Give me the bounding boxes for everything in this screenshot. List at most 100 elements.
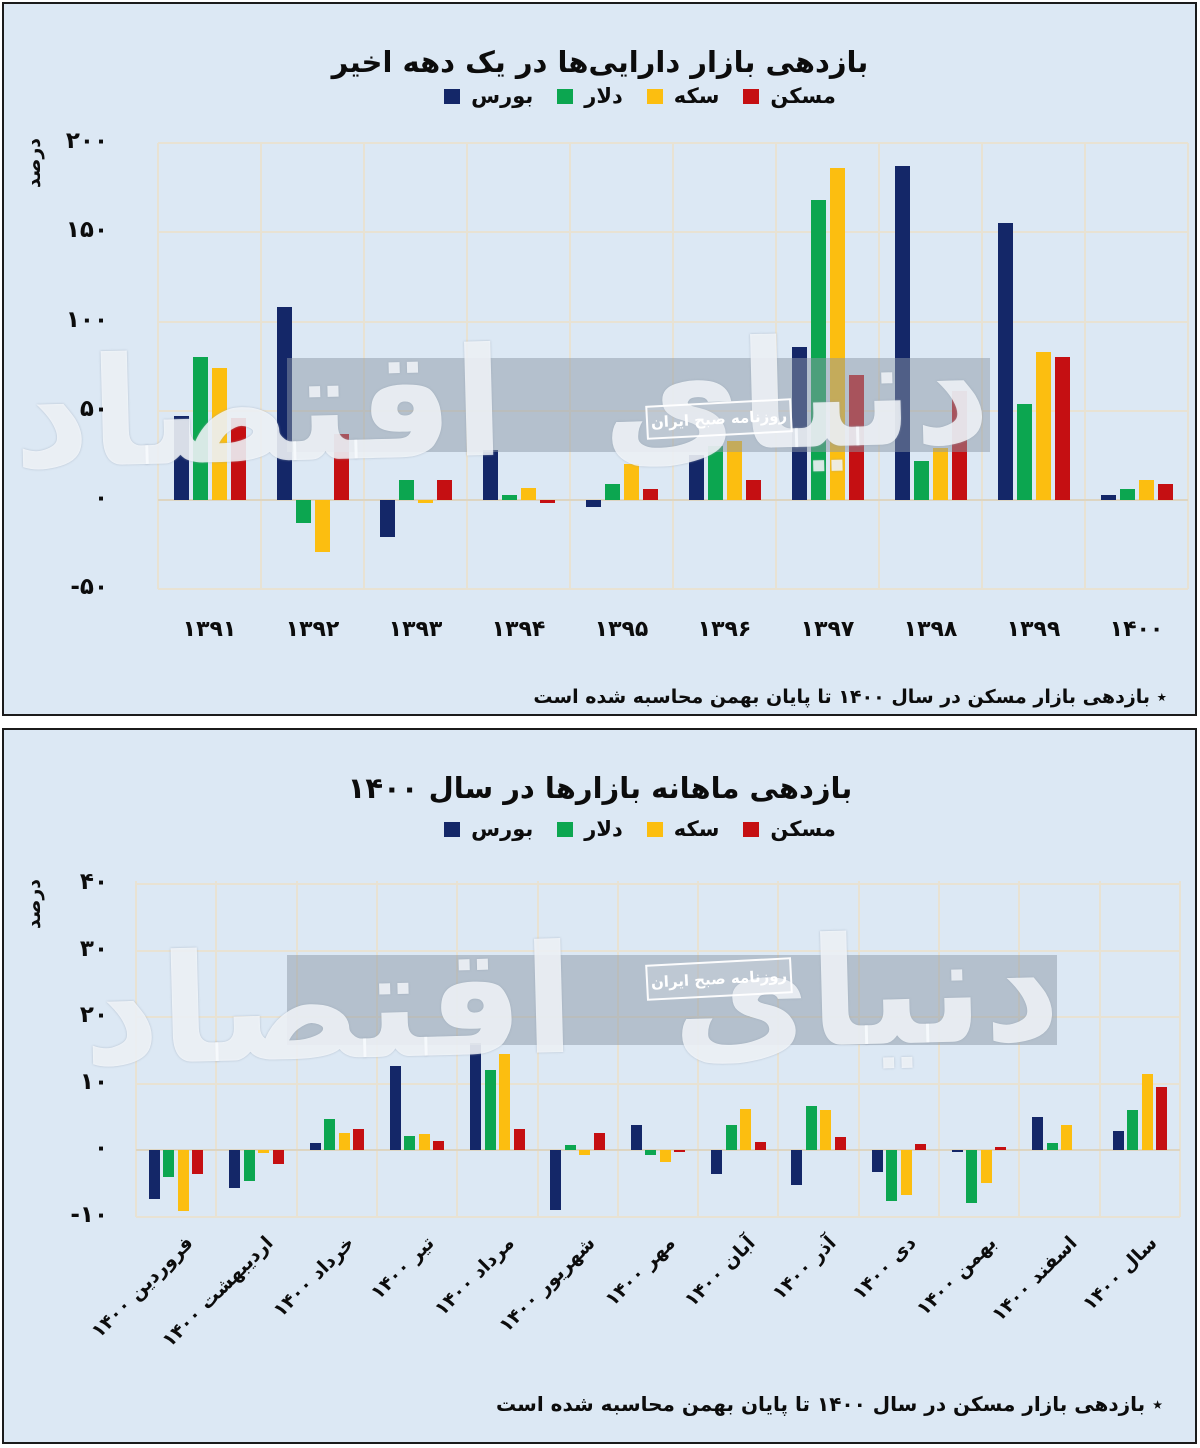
bar-housing-8: [834, 1137, 846, 1150]
y-tick-label: ۳۰: [79, 935, 108, 962]
monthly-footnote: ٭ بازدهی بازار مسکن در سال ۱۴۰۰ تا پایان…: [496, 1392, 1163, 1416]
bar-housing-7: [754, 1142, 766, 1150]
bar-housing-4: [642, 489, 658, 500]
bar-bourse-5: [688, 455, 704, 500]
bar-bourse-1: [229, 1150, 241, 1188]
bar-bourse-11: [1032, 1117, 1044, 1150]
bar-housing-12: [1156, 1087, 1168, 1150]
gridline-horizontal: [136, 1215, 1180, 1218]
bar-dollar-9: [886, 1150, 898, 1201]
bar-housing-5: [745, 480, 761, 500]
bar-bourse-0: [173, 416, 189, 500]
y-tick-label: ۲۰: [79, 1002, 108, 1028]
bar-coin-9: [1138, 480, 1154, 500]
gridline-vertical: [375, 881, 378, 1217]
bar-dollar-5: [564, 1145, 576, 1150]
coin-swatch-icon: [646, 821, 663, 837]
legend-item-dollar: دلار: [557, 817, 623, 841]
bar-housing-5: [593, 1133, 605, 1150]
housing-swatch-icon: [743, 821, 760, 837]
gridline-vertical: [135, 881, 137, 1217]
y-tick-label: ۱۵۰: [65, 217, 108, 244]
bourse-swatch-icon: [444, 821, 461, 837]
y-tick-label: ۴۰: [79, 869, 108, 895]
bar-coin-3: [520, 487, 536, 500]
bar-coin-8: [820, 1110, 832, 1150]
gridline-vertical: [777, 881, 780, 1217]
legend-item-bourse: بورس: [444, 817, 533, 841]
x-tick-label: ۱۳۹۳: [388, 617, 443, 642]
gridline-vertical: [1187, 143, 1189, 589]
legend-label-dollar: دلار: [584, 84, 623, 108]
dollar-swatch-icon: [557, 88, 574, 104]
bar-housing-0: [230, 417, 246, 500]
watermark-band: [287, 358, 990, 452]
monthly-chart-legend: بورس دلار سکه مسکن: [80, 817, 1200, 841]
gridline-vertical: [456, 881, 459, 1217]
legend-label-bourse: بورس: [471, 84, 534, 108]
legend-label-coin: سکه: [673, 817, 720, 841]
bar-bourse-4: [470, 1042, 482, 1150]
legend-label-housing: مسکن: [770, 84, 836, 108]
gridline-vertical: [157, 143, 159, 589]
gridline-horizontal: [136, 1149, 1180, 1151]
legend-item-housing: مسکن: [743, 817, 836, 841]
bar-housing-2: [353, 1128, 365, 1150]
y-tick-label: -۱۰: [70, 1201, 108, 1228]
y-tick-label: ۰: [93, 1135, 108, 1161]
bar-bourse-8: [791, 1150, 803, 1185]
bar-bourse-3: [482, 450, 498, 500]
bar-coin-8: [1035, 351, 1051, 500]
housing-swatch-icon: [743, 88, 760, 104]
bar-dollar-4: [604, 483, 620, 500]
bar-housing-6: [674, 1150, 686, 1152]
coin-swatch-icon: [646, 88, 663, 104]
watermark-band: [287, 955, 1057, 1045]
legend-label-dollar: دلار: [584, 817, 623, 841]
bar-bourse-12: [1112, 1130, 1124, 1150]
bar-coin-4: [499, 1054, 511, 1150]
bar-housing-0: [192, 1150, 204, 1174]
legend-item-housing: مسکن: [743, 84, 836, 108]
bourse-swatch-icon: [444, 88, 461, 104]
legend-label-coin: سکه: [673, 84, 720, 108]
gridline-vertical: [616, 881, 619, 1217]
y-tick-label: ۲۰۰: [65, 128, 108, 155]
bar-coin-11: [1061, 1125, 1073, 1150]
gridline-horizontal: [136, 1082, 1180, 1085]
bar-housing-3: [433, 1141, 445, 1150]
bar-coin-1: [314, 500, 330, 552]
bar-coin-4: [623, 464, 639, 500]
bar-coin-10: [980, 1150, 992, 1184]
bar-coin-12: [1141, 1073, 1153, 1150]
decade-chart-title: بازدهی بازار دارایی‌ها در یک دهه اخیر: [331, 45, 869, 80]
bar-dollar-0: [163, 1150, 175, 1178]
monthly-chart-title: بازدهی ماهانه بازارها در سال ۱۴۰۰: [347, 771, 853, 806]
gridline-vertical: [1084, 143, 1086, 589]
bar-coin-2: [338, 1133, 350, 1150]
bar-dollar-0: [192, 357, 208, 500]
gridline-horizontal: [158, 142, 1188, 145]
gridline-horizontal: [158, 499, 1188, 501]
bar-bourse-8: [997, 223, 1013, 500]
dollar-swatch-icon: [557, 821, 574, 837]
bar-coin-9: [900, 1150, 912, 1195]
x-tick-label: ۱۳۹۵: [594, 617, 649, 642]
x-tick-label: ۱۳۹۷: [800, 617, 855, 642]
bar-dollar-5: [707, 446, 723, 500]
bar-coin-0: [177, 1150, 189, 1211]
bar-dollar-2: [398, 480, 414, 500]
gridline-horizontal: [158, 231, 1188, 234]
legend-label-housing: مسکن: [770, 817, 836, 841]
bar-bourse-5: [550, 1150, 562, 1210]
bar-dollar-10: [966, 1150, 978, 1203]
x-tick-label: ۱۳۹۲: [285, 617, 340, 642]
gridline-vertical: [697, 881, 700, 1217]
bar-coin-3: [418, 1134, 430, 1150]
bar-bourse-7: [711, 1150, 723, 1174]
y-tick-label: -۵۰: [70, 574, 108, 601]
legend-item-dollar: دلار: [557, 84, 623, 108]
bar-dollar-6: [645, 1150, 657, 1156]
gridline-horizontal: [158, 588, 1188, 591]
